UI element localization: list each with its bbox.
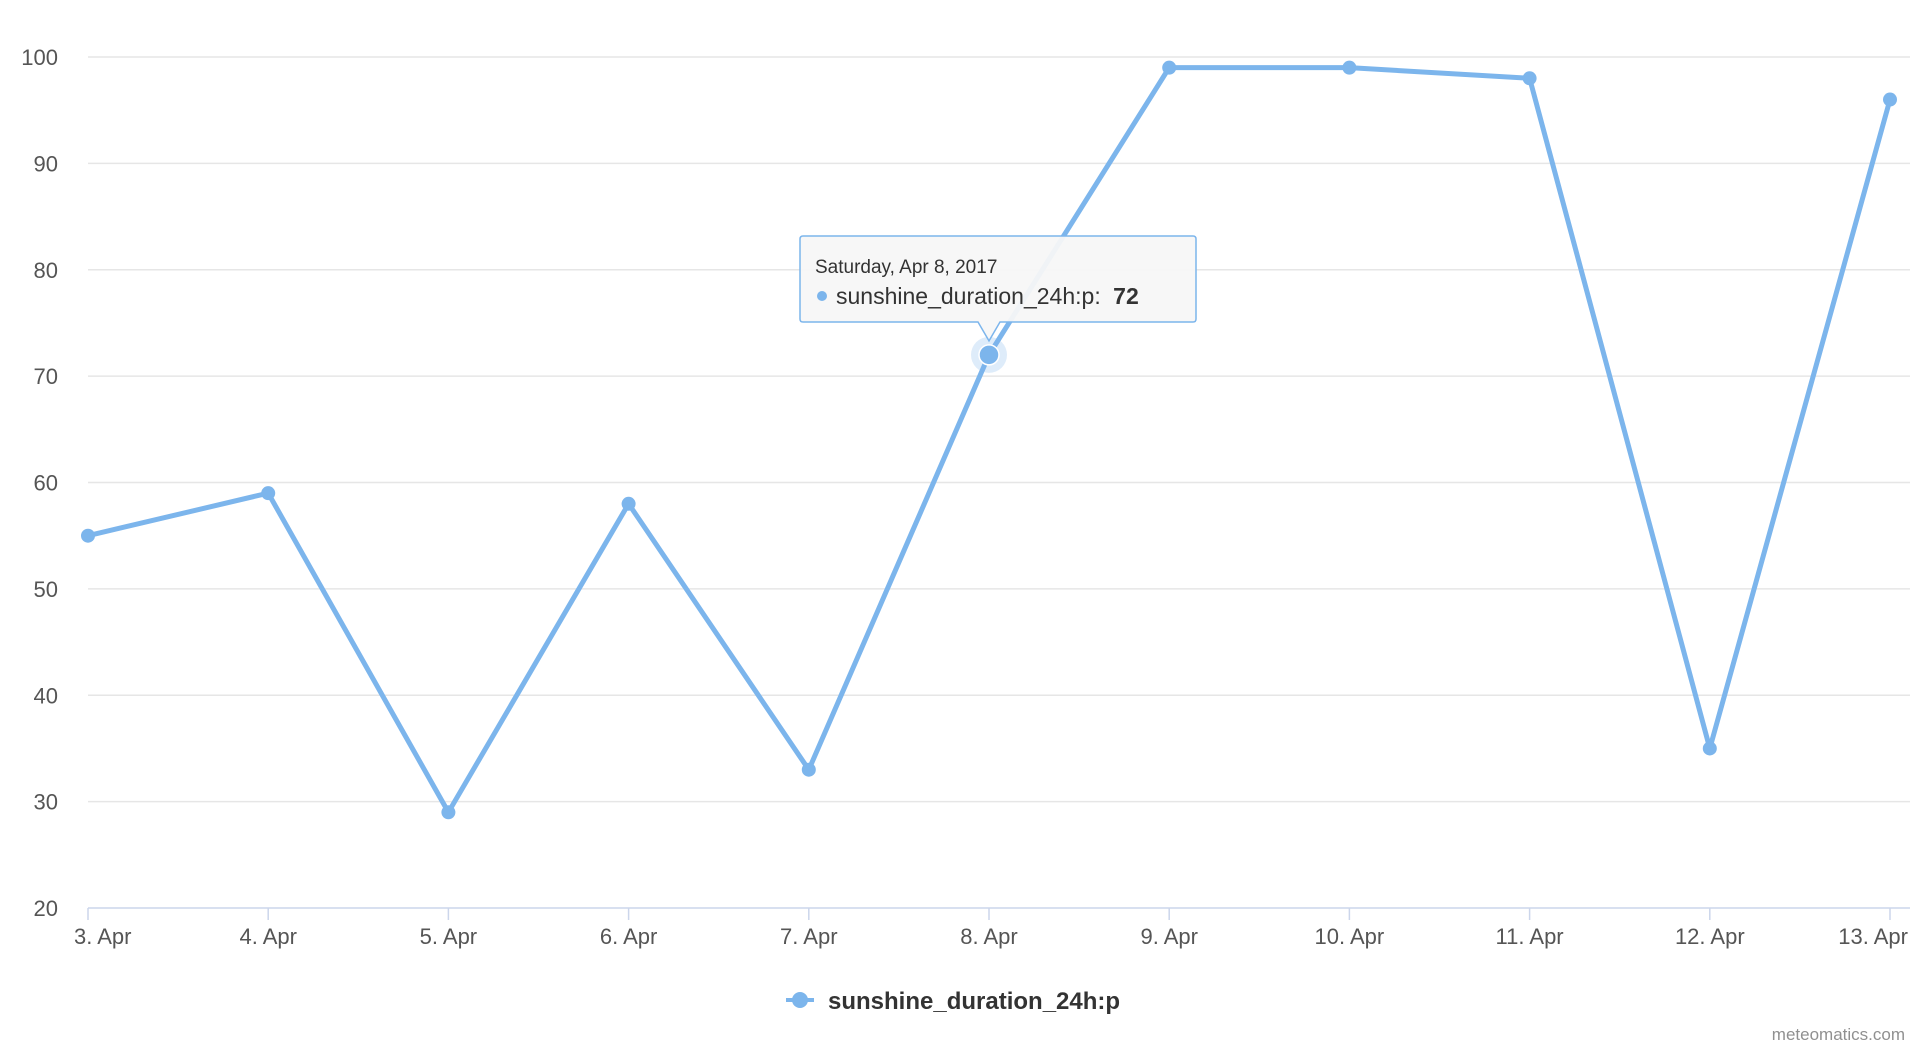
x-axis: 3. Apr 4. Apr 5. Apr 6. Apr 7. Apr 8. Apr 9. A… (74, 907, 1910, 949)
x-tick-label: 8. Apr (960, 924, 1017, 949)
x-tick-label: 9. Apr (1140, 924, 1197, 949)
x-tick-label: 3. Apr (74, 924, 131, 949)
x-tick-label: 10. Apr (1315, 924, 1385, 949)
y-tick-label: 60 (34, 471, 58, 496)
tooltip: Saturday, Apr 8, 2017 sunshine_duration_… (799, 235, 1197, 343)
tooltip-box (799, 235, 1197, 343)
y-tick-label: 100 (21, 45, 58, 70)
data-point[interactable] (1702, 741, 1717, 756)
y-axis: 20 30 40 50 60 70 80 90 100 (21, 45, 58, 921)
x-tick-label: 12. Apr (1675, 924, 1745, 949)
grid-lines (88, 56, 1910, 803)
legend-label[interactable]: sunshine_duration_24h:p (828, 988, 1120, 1015)
tooltip-series-marker (817, 291, 827, 301)
tooltip-series-name: sunshine_duration_24h:p: (836, 283, 1101, 309)
data-point[interactable] (1883, 92, 1897, 107)
y-tick-label: 50 (34, 577, 58, 602)
tooltip-value: 72 (1113, 283, 1139, 309)
x-tick-label: 6. Apr (600, 924, 657, 949)
data-point[interactable] (261, 486, 276, 501)
y-tick-label: 30 (34, 790, 58, 815)
data-point[interactable] (1162, 60, 1177, 75)
data-point[interactable] (621, 496, 636, 511)
x-tick-label: 13. Apr (1838, 924, 1908, 949)
y-tick-label: 70 (34, 364, 58, 389)
legend-marker (792, 992, 808, 1008)
x-tick-label: 7. Apr (780, 924, 837, 949)
tooltip-line: sunshine_duration_24h:p: 72 (836, 283, 1139, 309)
data-point-hovered[interactable] (978, 344, 1000, 366)
series-sunshine-duration[interactable] (81, 60, 1897, 820)
x-tick-label: 5. Apr (420, 924, 477, 949)
data-point[interactable] (441, 805, 456, 820)
legend[interactable]: sunshine_duration_24h:p (786, 988, 1120, 1015)
data-point[interactable] (801, 762, 816, 777)
data-point[interactable] (1522, 71, 1537, 86)
data-point[interactable] (81, 528, 95, 543)
x-tick-label: 4. Apr (239, 924, 296, 949)
tooltip-date: Saturday, Apr 8, 2017 (815, 257, 997, 278)
y-tick-label: 20 (34, 896, 58, 921)
data-point[interactable] (1342, 60, 1357, 75)
y-tick-label: 40 (34, 683, 58, 708)
x-tick-label: 11. Apr (1496, 924, 1564, 949)
series-line[interactable] (85, 65, 1893, 815)
y-tick-label: 90 (34, 151, 58, 176)
y-tick-label: 80 (34, 258, 58, 283)
credits-link[interactable]: meteomatics.com (1772, 1025, 1905, 1044)
